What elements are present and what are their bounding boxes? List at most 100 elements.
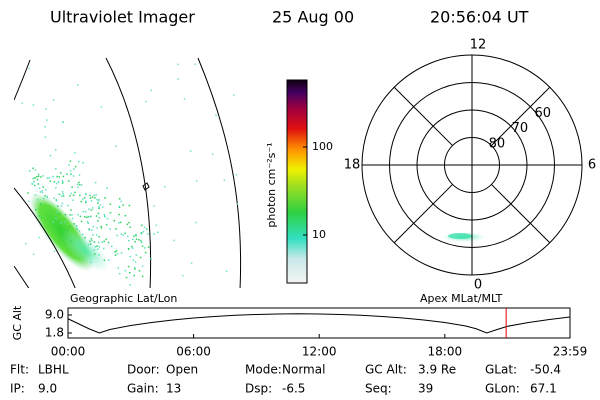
speckle: [153, 233, 155, 235]
field-label: Dsp:: [245, 382, 272, 396]
speckle: [69, 160, 72, 162]
speckle: [32, 253, 35, 256]
speckle: [74, 165, 77, 168]
speckle: [109, 203, 112, 206]
speckle: [118, 198, 121, 200]
speckle: [55, 168, 57, 170]
speckle: [156, 231, 159, 234]
speckle: [124, 269, 127, 272]
speckle: [98, 206, 100, 208]
polar-spoke: [393, 86, 453, 146]
speckle: [115, 145, 117, 147]
speckle: [77, 186, 79, 189]
speckle: [34, 177, 36, 179]
x-tick-label: 06:00: [176, 345, 211, 359]
y-axis-label: GC Alt: [11, 305, 24, 340]
speckle: [73, 223, 75, 225]
field-label: GC Alt:: [365, 363, 407, 377]
speckle: [91, 196, 94, 198]
speckle: [62, 195, 65, 197]
speckle: [56, 175, 58, 178]
speckle: [114, 251, 116, 253]
speckle: [138, 239, 140, 241]
speckle: [28, 67, 30, 70]
altitude-curve: [67, 313, 571, 334]
speckle: [90, 209, 93, 211]
speckle: [127, 248, 130, 250]
speckle: [155, 224, 158, 227]
speckle: [103, 240, 105, 243]
time: 20:56:04 UT: [430, 8, 529, 27]
speckle: [105, 238, 107, 241]
speckle: [81, 233, 84, 236]
speckle: [58, 213, 61, 215]
speckle: [91, 229, 93, 231]
speckle: [97, 248, 99, 250]
speckle: [98, 245, 101, 248]
speckle: [55, 182, 58, 185]
speckle: [61, 191, 64, 193]
speckle: [115, 250, 118, 252]
speckle: [86, 220, 89, 223]
speckle: [76, 228, 78, 230]
speckle: [77, 213, 79, 216]
speckle: [119, 221, 122, 224]
speckle: [235, 173, 238, 176]
speckle: [42, 197, 45, 200]
speckle: [98, 199, 100, 201]
grid-curve: [14, 187, 76, 288]
speckle: [195, 180, 198, 182]
speckle: [236, 203, 239, 205]
speckle: [103, 247, 105, 250]
speckle: [38, 236, 40, 239]
speckle: [90, 215, 92, 218]
speckle: [98, 207, 100, 210]
speckle: [72, 175, 75, 177]
speckle: [53, 250, 56, 252]
speckle: [147, 246, 150, 248]
speckle: [44, 126, 46, 128]
speckle: [42, 186, 45, 188]
speckle: [45, 108, 47, 110]
speckle: [100, 226, 103, 229]
speckle: [140, 240, 142, 242]
speckle: [59, 172, 62, 174]
speckle: [120, 252, 123, 254]
field-label: Door:: [127, 363, 160, 377]
speckle: [120, 200, 122, 203]
speckle: [90, 261, 92, 263]
field-value: 3.9 Re: [418, 363, 456, 377]
speckle: [135, 238, 138, 240]
speckle: [71, 186, 73, 188]
speckle: [79, 241, 81, 243]
speckle: [42, 175, 44, 177]
speckle: [69, 225, 72, 227]
speckle: [53, 197, 55, 199]
speckle: [78, 181, 80, 184]
speckle: [150, 89, 153, 92]
speckle: [117, 267, 120, 269]
speckle: [89, 197, 92, 199]
speckle: [38, 215, 40, 217]
speckle: [37, 175, 40, 177]
speckle: [100, 225, 102, 228]
date: 25 Aug 00: [272, 8, 354, 27]
speckle: [70, 240, 73, 243]
colorbar-tick-label: 10: [312, 228, 326, 241]
speckle: [82, 161, 84, 164]
speckle: [41, 189, 43, 192]
speckle: [131, 238, 134, 241]
speckle: [87, 222, 89, 225]
speckle: [71, 217, 74, 220]
speckle: [82, 198, 84, 200]
y-tick-label: 9.0: [45, 308, 64, 322]
speckle: [118, 272, 121, 275]
speckle: [140, 241, 143, 244]
speckle: [73, 168, 75, 170]
speckle: [105, 223, 108, 226]
speckle: [64, 221, 67, 223]
speckle: [177, 78, 179, 80]
speckle: [75, 224, 78, 227]
speckle: [70, 192, 72, 195]
speckle: [195, 221, 197, 224]
